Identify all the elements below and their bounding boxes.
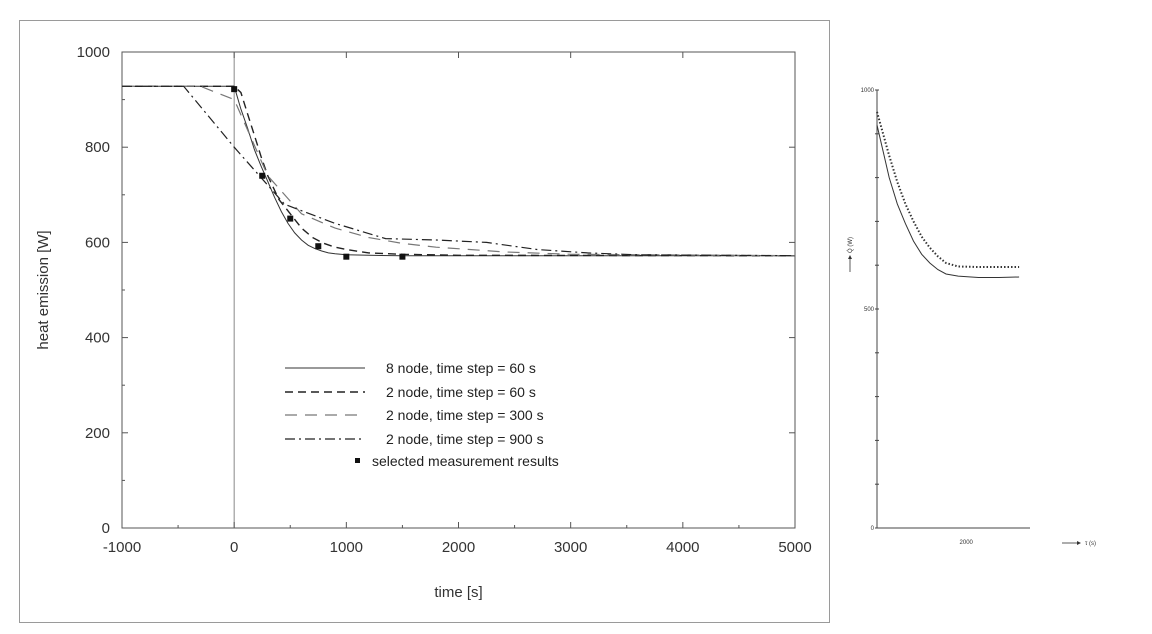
- small-x-arrowhead: [1077, 541, 1081, 545]
- small-plot-axes: 0 500 1000 2000: [848, 88, 1081, 546]
- series-line-4: [122, 85, 796, 257]
- x-tick-label: 2000: [442, 539, 475, 556]
- legend-label-2node-60s: 2 node, time step = 60 s: [386, 384, 536, 400]
- measurement-point: [231, 86, 238, 93]
- x-tick-label: 4000: [666, 539, 699, 556]
- small-y-arrowhead: [848, 255, 852, 259]
- legend-label-measurements: selected measurement results: [372, 453, 559, 469]
- legend-label-8node-60s: 8 node, time step = 60 s: [386, 360, 536, 376]
- legend-label-2node-900s: 2 node, time step = 900 s: [386, 431, 544, 447]
- measurement-point: [287, 215, 294, 222]
- y-axis-label: heat emission [W]: [35, 230, 52, 349]
- small-x-axis-label: τ (s): [1085, 541, 1096, 547]
- y-tick-label: 1000: [77, 44, 110, 61]
- measurement-point: [315, 243, 322, 250]
- y-tick-label: 0: [102, 520, 110, 537]
- x-tick-label: 3000: [554, 539, 587, 556]
- y-tick-label: 800: [85, 139, 110, 156]
- x-tick-label: 0: [230, 539, 238, 556]
- legend-swatch-measurements: [355, 458, 360, 463]
- small-series-line-1: [876, 111, 1020, 268]
- small-plot-series: [876, 111, 1020, 278]
- series-line-2: [122, 85, 796, 257]
- measurement-point: [343, 253, 350, 260]
- x-tick-label: 5000: [778, 539, 811, 556]
- measurement-point: [259, 172, 266, 179]
- main-plot-markers: [231, 86, 406, 260]
- legend: 8 node, time step = 60 s 2 node, time st…: [285, 360, 559, 469]
- x-tick-label: -1000: [103, 539, 141, 556]
- y-tick-label: 200: [85, 425, 110, 442]
- y-tick-label: 400: [85, 330, 110, 347]
- small-y-axis-label: Q̇ (W): [847, 237, 854, 253]
- measurement-point: [399, 253, 406, 260]
- main-chart-frame: [19, 20, 830, 623]
- series-line-1: [122, 85, 795, 257]
- legend-label-2node-300s: 2 node, time step = 300 s: [386, 407, 544, 423]
- series-line-3: [122, 85, 796, 257]
- x-tick-label: 1000: [330, 539, 363, 556]
- small-x-tick-label: 2000: [960, 540, 974, 546]
- main-plot-series: [122, 85, 796, 257]
- small-y-tick-label: 500: [864, 307, 875, 313]
- small-y-tick-label: 0: [871, 526, 875, 532]
- x-axis-label: time [s]: [434, 584, 482, 601]
- small-series-line-2: [876, 124, 1020, 278]
- main-plot-ticks: -1000 0 1000 2000 3000 4000 5000 0 200 400 600 800 1…: [77, 44, 812, 556]
- small-y-tick-label: 1000: [861, 88, 875, 94]
- y-tick-label: 600: [85, 234, 110, 251]
